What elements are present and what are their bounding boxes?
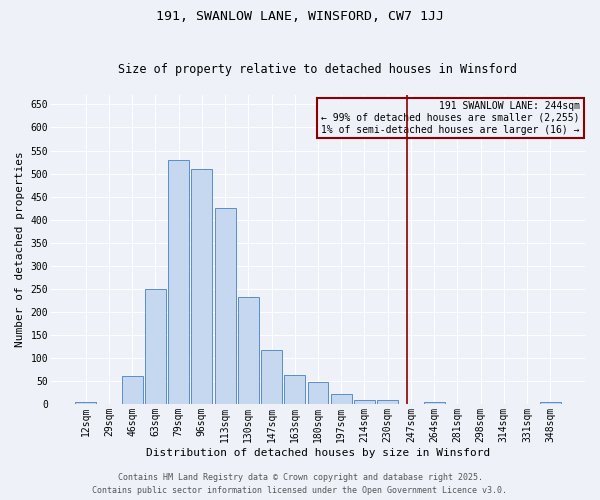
Text: Contains HM Land Registry data © Crown copyright and database right 2025.
Contai: Contains HM Land Registry data © Crown c… [92,474,508,495]
X-axis label: Distribution of detached houses by size in Winsford: Distribution of detached houses by size … [146,448,490,458]
Bar [284,375,305,404]
Bar [331,394,352,404]
Title: Size of property relative to detached houses in Winsford: Size of property relative to detached ho… [118,63,517,76]
Bar [424,402,445,404]
Bar [191,169,212,404]
Bar [75,402,96,404]
Bar [215,208,236,404]
Bar [261,350,282,404]
Text: 191 SWANLOW LANE: 244sqm
← 99% of detached houses are smaller (2,255)
1% of semi: 191 SWANLOW LANE: 244sqm ← 99% of detach… [321,102,580,134]
Bar [122,376,143,404]
Bar [377,400,398,404]
Y-axis label: Number of detached properties: Number of detached properties [15,152,25,348]
Bar [238,297,259,404]
Bar [308,382,328,404]
Bar [168,160,189,404]
Bar [540,402,561,404]
Text: 191, SWANLOW LANE, WINSFORD, CW7 1JJ: 191, SWANLOW LANE, WINSFORD, CW7 1JJ [156,10,444,23]
Bar [354,400,375,404]
Bar [145,288,166,404]
